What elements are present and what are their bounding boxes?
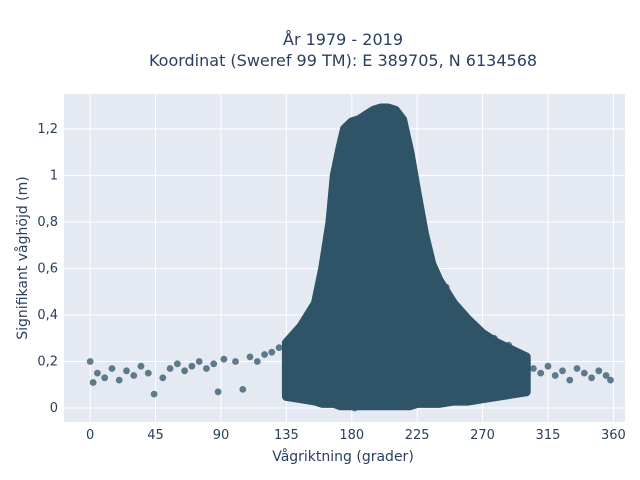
scatter-point bbox=[94, 369, 101, 377]
y-tick-label: 0,2 bbox=[37, 355, 58, 370]
scatter-point bbox=[490, 334, 498, 342]
scatter-point bbox=[551, 372, 559, 379]
scatter-point bbox=[261, 351, 268, 358]
scatter-point bbox=[505, 341, 513, 349]
scatter-point bbox=[150, 390, 158, 398]
x-tick-label: 135 bbox=[274, 428, 299, 443]
tick-layer: 0 45 90 135 180 225 270 315 360 0 0,2 0,4 0,6 0,8 1 1,2 bbox=[37, 122, 625, 443]
scatter-point bbox=[130, 372, 138, 379]
data-layer bbox=[86, 103, 614, 412]
dense-point-cloud bbox=[281, 103, 531, 411]
y-tick-label: 0,8 bbox=[37, 215, 58, 230]
scatter-point bbox=[450, 297, 457, 305]
scatter-point bbox=[246, 353, 254, 361]
y-tick-label: 1,2 bbox=[37, 122, 58, 137]
x-tick-label: 0 bbox=[86, 428, 94, 443]
x-axis-title: Vågriktning (grader) bbox=[272, 448, 414, 465]
y-tick-label: 0,4 bbox=[37, 308, 58, 323]
chart-subtitle: Koordinat (Sweref 99 TM): E 389705, N 61… bbox=[149, 51, 537, 70]
y-axis-title: Signifikant våghöjd (m) bbox=[14, 176, 31, 339]
scatter-point bbox=[144, 369, 152, 377]
scatter-point bbox=[588, 374, 595, 382]
scatter-point bbox=[602, 372, 610, 379]
scatter-point bbox=[595, 367, 603, 375]
scatter-point bbox=[530, 365, 537, 372]
scatter-point bbox=[108, 365, 116, 372]
y-tick-label: 0 bbox=[50, 401, 58, 416]
scatter-point bbox=[89, 379, 97, 386]
scatter-point bbox=[467, 320, 475, 328]
scatter-point bbox=[544, 362, 552, 370]
scatter-point bbox=[101, 374, 109, 382]
scatter-point bbox=[275, 344, 283, 351]
y-tick-label: 0,6 bbox=[37, 261, 58, 276]
y-tick-label: 1 bbox=[50, 168, 58, 183]
x-tick-label: 90 bbox=[213, 428, 230, 443]
scatter-point bbox=[232, 358, 239, 365]
scatter-point bbox=[210, 360, 218, 368]
scatter-point bbox=[559, 367, 566, 375]
scatter-point bbox=[517, 353, 524, 361]
scatter-point bbox=[188, 362, 196, 370]
scatter-point bbox=[86, 358, 94, 365]
scatter-point bbox=[537, 369, 545, 377]
scatter-point bbox=[166, 365, 174, 372]
scatter-point bbox=[181, 367, 189, 375]
scatter-point bbox=[220, 355, 228, 363]
scatter-point bbox=[304, 316, 312, 323]
x-tick-label: 360 bbox=[601, 428, 626, 443]
x-tick-label: 180 bbox=[339, 428, 364, 443]
scatter-point bbox=[522, 358, 530, 365]
scatter-point bbox=[268, 348, 276, 356]
chart-title: År 1979 - 2019 bbox=[283, 30, 403, 49]
scatter-point bbox=[580, 369, 588, 377]
scatter-point bbox=[115, 376, 123, 384]
scatter-point bbox=[573, 365, 581, 372]
x-tick-label: 270 bbox=[470, 428, 495, 443]
scatter-point bbox=[607, 376, 614, 384]
scatter-point bbox=[214, 388, 222, 396]
scatter-point bbox=[203, 365, 210, 372]
scatter-point bbox=[239, 386, 247, 393]
scatter-point bbox=[566, 376, 574, 384]
scatter-point bbox=[159, 374, 167, 382]
scatter-point bbox=[137, 362, 145, 370]
scatter-point bbox=[351, 404, 359, 412]
scatter-point bbox=[253, 358, 261, 365]
scatter-point bbox=[195, 358, 203, 365]
scatter-point bbox=[174, 360, 181, 368]
x-tick-label: 225 bbox=[405, 428, 430, 443]
scatter-point bbox=[123, 367, 130, 375]
x-tick-label: 45 bbox=[147, 428, 164, 443]
scatter-point bbox=[293, 330, 300, 337]
x-tick-label: 315 bbox=[536, 428, 561, 443]
scatter-point bbox=[442, 283, 450, 291]
